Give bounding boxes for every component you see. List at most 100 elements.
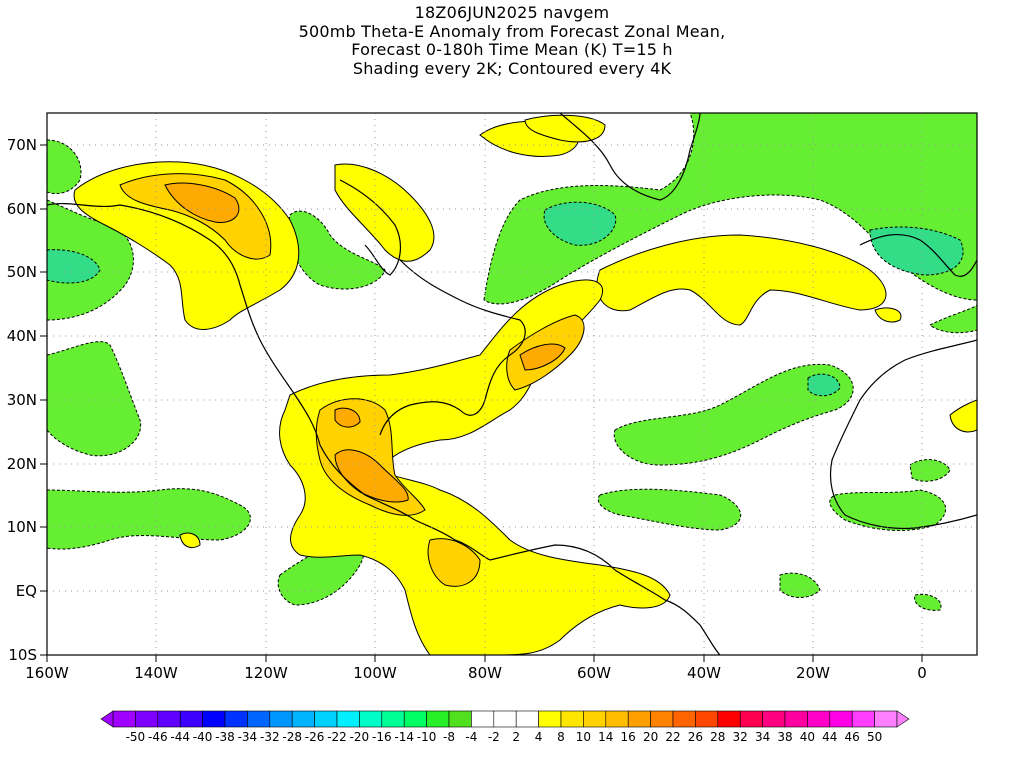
colorbar-tick-label: 50 [867, 730, 882, 744]
colorbar-tick-label: -2 [488, 730, 500, 744]
colorbar-tick-label: 32 [733, 730, 748, 744]
negative-anomaly-region-atlantic-subtropics [613, 363, 854, 466]
title-date-model: 18Z06JUN2025 navgem [414, 3, 610, 22]
colorbar-swatch [583, 710, 607, 728]
colorbar-tick-label: 26 [688, 730, 703, 744]
positive-anomaly-region-arctic-north [874, 307, 902, 323]
gridlines [47, 113, 977, 655]
colorbar-swatch [336, 710, 360, 728]
colorbar-swatch [403, 710, 427, 728]
colorbar-tick-label: -10 [417, 730, 437, 744]
colorbar-swatch [717, 710, 741, 728]
colorbar-swatch [448, 710, 472, 728]
lat-label-30n: 30N [7, 391, 37, 409]
strong-negative-anomaly-atlantic [807, 373, 841, 397]
positive-anomaly-region-atlantic-central [596, 234, 887, 326]
colorbar-swatch [291, 710, 315, 728]
colorbar-tick-label: -20 [350, 730, 370, 744]
lat-label-40n: 40N [7, 327, 37, 345]
colorbar-swatch [112, 710, 136, 728]
colorbar-swatch [560, 710, 584, 728]
negative-anomaly-region-africa-north [909, 459, 951, 482]
title-forecast-range: Forecast 0-180h Time Mean (K) T=15 h [351, 40, 673, 59]
coast-greenland [559, 113, 701, 201]
plot-frame [46, 112, 978, 656]
colorbar-tick-label: -26 [305, 730, 325, 744]
lon-label-60w: 60W [577, 664, 611, 682]
strong-negative-anomaly-labrador [543, 201, 617, 246]
colorbar-tick-label: 38 [777, 730, 792, 744]
colorbar-swatch [135, 710, 159, 728]
lat-label-10n: 10N [7, 518, 37, 536]
negative-anomaly-region-north-atlantic [483, 113, 977, 305]
colorbar-arrow-high [896, 710, 910, 728]
colorbar-swatch [426, 710, 450, 728]
positive-anomaly-region-eq-pacific [179, 532, 201, 548]
colorbar-tick-label: 34 [755, 730, 770, 744]
colorbar-labels: -50 -46 -44 -40 -38 -34 -32 -28 -26 -22 -20 -16 -14-… [126, 730, 883, 744]
colorbar-swatch [381, 710, 405, 728]
lon-label-80w: 80W [468, 664, 502, 682]
colorbar-swatch [224, 710, 248, 728]
colorbar-tick-label: -4 [465, 730, 477, 744]
colorbar-swatch [807, 710, 831, 728]
colorbar-swatch [627, 710, 651, 728]
colorbar-swatch [695, 710, 719, 728]
colorbar-tick-label: -50 [126, 730, 146, 744]
colorbar-tick-label: -8 [443, 730, 455, 744]
longitude-labels: 160W 140W 120W 100W 80W 60W 40W 20W 0 [25, 664, 927, 682]
colorbar-tick-label: 8 [557, 730, 565, 744]
moderate-positive-anomaly-alaska [119, 173, 272, 260]
colorbar-swatch [605, 710, 629, 728]
lon-label-40w: 40W [687, 664, 721, 682]
colorbar-swatch [650, 710, 674, 728]
coast-hudson-bay [339, 179, 402, 276]
colorbar-tick-label: -28 [282, 730, 302, 744]
negative-anomaly-region-canada [288, 210, 386, 290]
colorbar-swatch [515, 710, 539, 728]
lon-label-100w: 100W [353, 664, 397, 682]
strong-positive-anomaly-east-coast [519, 343, 566, 371]
colorbar-swatch [157, 710, 181, 728]
colorbar-arrow-low [100, 710, 114, 728]
coast-us-east [379, 259, 526, 436]
latitude-labels: 70N 60N 50N 40N 30N 20N 10N EQ 10S [7, 136, 37, 664]
colorbar-tick-label: 16 [621, 730, 636, 744]
lon-label-120w: 120W [244, 664, 288, 682]
lon-label-20w: 20W [796, 664, 830, 682]
lon-label-0: 0 [917, 664, 927, 682]
tick-marks [40, 144, 923, 662]
colorbar-tick-label: 10 [576, 730, 591, 744]
negative-anomaly-region-mediterranean-east [929, 304, 977, 334]
plot-title: 18Z06JUN2025 navgem 500mb Theta-E Anomal… [0, 0, 1024, 78]
lat-label-20n: 20N [7, 455, 37, 473]
colorbar-tick-label: 28 [710, 730, 725, 744]
colorbar [100, 710, 910, 728]
negative-anomaly-region-atlantic-small [914, 593, 942, 611]
lat-label-60n: 60N [7, 200, 37, 218]
colorbar-tick-label: -14 [394, 730, 414, 744]
lat-label-50n: 50N [7, 263, 37, 281]
colorbar-tick-label: 4 [535, 730, 543, 744]
negative-anomaly-region-pacific-band [47, 488, 251, 550]
moderate-positive-anomaly-caribbean [427, 538, 481, 587]
positive-anomaly-region-west-africa-coast [949, 399, 977, 433]
colorbar-swatch [471, 710, 495, 728]
colorbar-tick-label: -38 [215, 730, 235, 744]
colorbar-tick-label: 14 [598, 730, 613, 744]
colorbar-swatch [269, 710, 293, 728]
colorbar-swatch [829, 710, 853, 728]
colorbar-swatch [874, 710, 898, 728]
strong-negative-anomaly-scandinavia [869, 226, 964, 276]
coast-south-america [489, 544, 721, 655]
colorbar-tick-label: -32 [260, 730, 280, 744]
colorbar-swatch [739, 710, 763, 728]
lat-label-10s: 10S [8, 646, 37, 664]
colorbar-swatch [359, 710, 383, 728]
colorbar-tick-label: -22 [327, 730, 347, 744]
negative-anomaly-region-ne-pacific-top [47, 139, 82, 194]
colorbar-tick-label: -44 [170, 730, 190, 744]
anomaly-shading [47, 113, 977, 655]
colorbar-swatch [672, 710, 696, 728]
